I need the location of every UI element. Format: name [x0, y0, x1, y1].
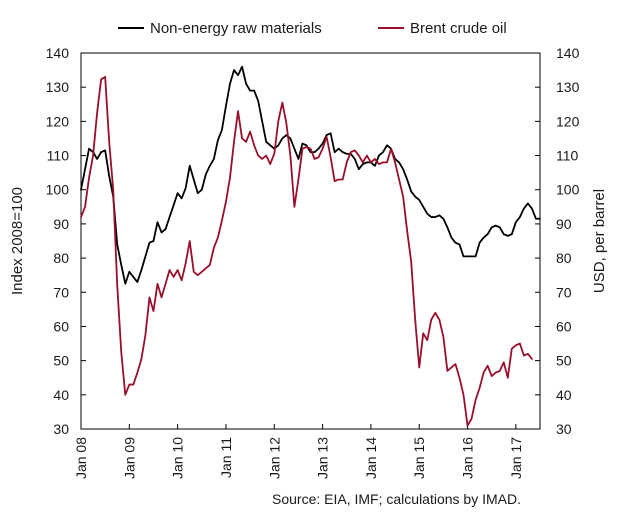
- y-left-tick-label: 80: [53, 250, 69, 266]
- y-right-tick-label: 30: [556, 421, 572, 437]
- y-right-tick-label: 70: [556, 284, 572, 300]
- x-axis: Jan 08 Jan 09 Jan 10 Jan 11 Jan 12 Jan 13 Jan …: [73, 424, 524, 479]
- x-tick-label: Jan 17: [508, 437, 524, 479]
- y-axis-right: 30 40 50 60 70 80 90 100 110 120 130 140: [535, 45, 580, 437]
- series-layer: [80, 65, 541, 427]
- y-right-tick-label: 50: [556, 353, 572, 369]
- x-tick-label: Jan 13: [315, 437, 331, 479]
- series-line-non-energy: [80, 65, 541, 285]
- y-left-tick-label: 70: [53, 284, 69, 300]
- y-left-tick-label: 140: [46, 45, 70, 61]
- y-left-tick-label: 110: [47, 148, 70, 164]
- y-axis-right-title: USD, per barrel: [591, 189, 608, 293]
- y-left-tick-label: 50: [53, 353, 69, 369]
- y-left-tick-label: 90: [53, 216, 69, 232]
- x-tick-label: Jan 14: [363, 437, 379, 479]
- legend-label-brent: Brent crude oil: [410, 20, 507, 37]
- y-right-tick-label: 40: [556, 387, 572, 403]
- y-left-tick-label: 130: [46, 79, 70, 95]
- y-left-tick-label: 100: [46, 182, 70, 198]
- x-tick-label: Jan 16: [460, 437, 476, 479]
- x-tick-label: Jan 08: [73, 437, 89, 479]
- legend: Non-energy raw materials Brent crude oil: [118, 20, 507, 37]
- legend-label-non-energy: Non-energy raw materials: [150, 20, 322, 37]
- y-left-tick-label: 60: [53, 318, 69, 334]
- x-tick-label: Jan 15: [411, 437, 427, 479]
- y-left-tick-label: 40: [53, 387, 69, 403]
- series-line-brent: [80, 76, 533, 427]
- y-right-tick-label: 90: [556, 216, 572, 232]
- y-axis-left: 30 40 50 60 70 80 90 100 110 120 130 140: [46, 45, 86, 437]
- y-right-tick-label: 110: [556, 148, 579, 164]
- x-tick-label: Jan 10: [170, 437, 186, 479]
- y-right-tick-label: 120: [556, 113, 580, 129]
- x-tick-label: Jan 11: [218, 437, 234, 478]
- y-right-tick-label: 100: [556, 182, 580, 198]
- source-note: Source: EIA, IMF; calculations by IMAD.: [272, 491, 521, 507]
- y-axis-left-title: Index 2008=100: [9, 187, 26, 295]
- y-left-tick-label: 30: [53, 421, 69, 437]
- y-right-tick-label: 80: [556, 250, 572, 266]
- y-right-tick-label: 140: [556, 45, 580, 61]
- x-tick-label: Jan 09: [121, 437, 137, 479]
- y-right-tick-label: 130: [556, 79, 580, 95]
- plot-area: [80, 52, 541, 430]
- x-tick-label: Jan 12: [266, 437, 282, 479]
- y-left-tick-label: 120: [46, 113, 70, 129]
- y-right-tick-label: 60: [556, 318, 572, 334]
